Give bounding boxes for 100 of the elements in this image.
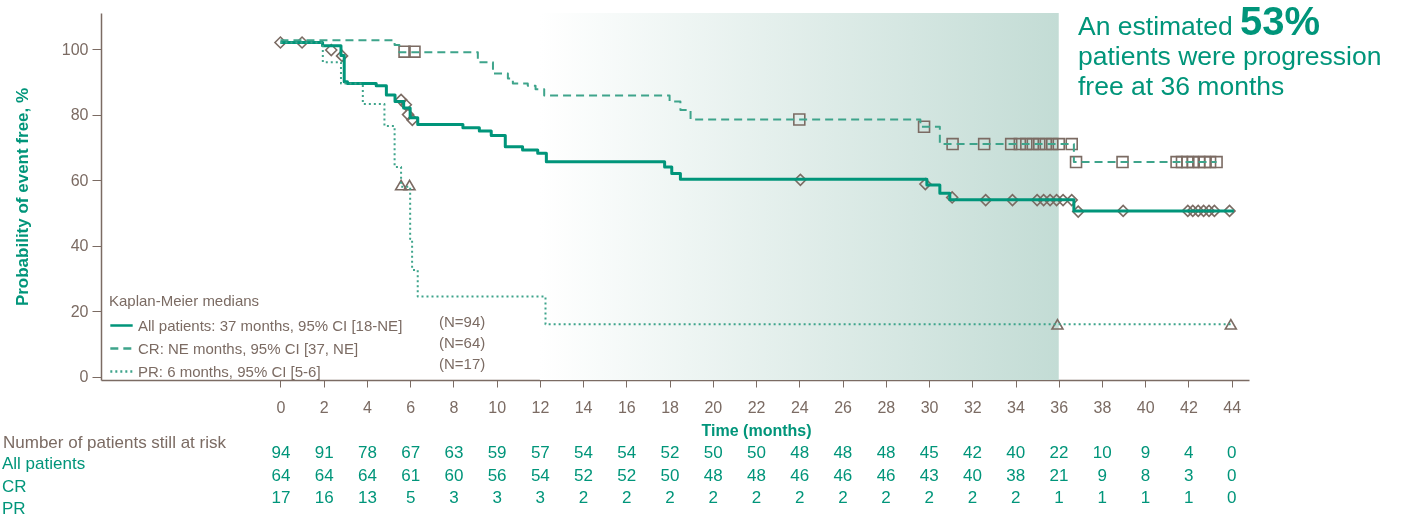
- data-label: 48: [703, 465, 723, 485]
- x-tick-label: 30: [920, 398, 939, 416]
- data-label: 48: [833, 443, 853, 462]
- data-label: 56: [487, 465, 507, 485]
- data-label: 43: [919, 465, 939, 485]
- data-label: 61: [401, 465, 421, 485]
- x-tick-label: 10: [488, 398, 507, 416]
- data-label: 9: [1097, 465, 1107, 485]
- point: [1013, 137, 1027, 151]
- data-label: 4: [1183, 443, 1194, 462]
- x-tick-label: 44: [1223, 398, 1242, 416]
- data-label: 57: [530, 443, 550, 462]
- data-label: 1: [1183, 488, 1194, 507]
- data-label: 64: [357, 465, 377, 485]
- point: [1116, 204, 1130, 218]
- annotation: (N=94): [439, 313, 486, 330]
- data-label: 46: [833, 465, 853, 485]
- x-tick-label: 16: [617, 398, 636, 416]
- point: [1186, 155, 1200, 169]
- data-label: 3: [449, 488, 459, 507]
- x-tick-label: 8: [449, 398, 459, 416]
- data-label: 59: [487, 443, 507, 462]
- data-label: 1: [1054, 488, 1064, 507]
- point: [1069, 155, 1083, 169]
- data-label: 2: [794, 488, 805, 507]
- x-tick-label: 22: [747, 398, 766, 416]
- legend-title: Kaplan-Meier medians: [109, 292, 260, 309]
- point: [1210, 155, 1223, 169]
- point: [917, 120, 931, 133]
- legend-label: All patients: 37 months, 95% CI [18-NE]: [138, 316, 403, 334]
- x-tick-label: 34: [1007, 398, 1026, 416]
- data-label: 50: [703, 443, 723, 462]
- data-label: 21: [1049, 465, 1069, 485]
- point: [1052, 137, 1066, 151]
- point: [408, 45, 421, 58]
- y-tick-label: 60: [70, 171, 89, 189]
- data-label: 46: [790, 465, 810, 485]
- data-label: 52: [617, 465, 637, 485]
- data-label: 94: [271, 443, 291, 462]
- data-label: 63: [444, 443, 464, 462]
- point: [946, 137, 959, 151]
- annotation: An estimated 53% patients were progression free at 36 months: [1078, 0, 1383, 101]
- data-label: 50: [746, 443, 766, 462]
- data-label: 2: [708, 488, 718, 507]
- data-label: 40: [1006, 443, 1026, 462]
- data-label: 2: [967, 488, 978, 507]
- x-tick-label: 28: [877, 398, 896, 416]
- text: Number of patients still at risk: [3, 433, 227, 452]
- point: [403, 179, 416, 191]
- data-label: 13: [357, 488, 377, 507]
- point: [793, 113, 806, 126]
- data-label: 48: [876, 443, 896, 462]
- y-tick-label: 0: [79, 368, 89, 386]
- data-label: 64: [314, 465, 334, 485]
- x-tick-label: 2: [319, 398, 329, 416]
- x-tick-label: 38: [1093, 398, 1112, 416]
- data-label: 0: [1227, 465, 1237, 485]
- point: [1026, 137, 1040, 151]
- data-label: 2: [622, 488, 632, 507]
- x-tick-label: 18: [661, 398, 680, 416]
- data-label: 17: [271, 488, 291, 507]
- data-label: 67: [401, 443, 421, 462]
- data-label: 10: [1092, 443, 1112, 462]
- data-label: 60: [444, 465, 464, 485]
- point: [394, 179, 408, 191]
- x-tick-label: 20: [704, 398, 723, 416]
- data-label: 46: [876, 465, 896, 485]
- point: [1033, 137, 1046, 151]
- point: [1203, 155, 1217, 169]
- x-axis-title: Time (months): [701, 421, 812, 439]
- data-label: 5: [405, 488, 416, 507]
- x-tick-label: 4: [362, 398, 372, 416]
- data-label: 48: [790, 443, 810, 462]
- y-tick-label: PR: [2, 499, 26, 516]
- point: [1224, 318, 1238, 330]
- data-label: 2: [665, 488, 675, 507]
- data-label: 91: [314, 443, 334, 462]
- x-tick-label: 0: [276, 398, 286, 416]
- annotation: (N=64): [439, 334, 486, 351]
- data-label: 54: [574, 443, 594, 462]
- data-label: 40: [963, 465, 982, 485]
- data-label: 0: [1227, 443, 1237, 462]
- data-label: 64: [271, 465, 291, 485]
- point: [1020, 137, 1033, 151]
- x-tick-label: 14: [574, 398, 593, 416]
- annotation: (N=17): [439, 355, 486, 372]
- data-label: 3: [492, 488, 502, 507]
- x-tick-label: 12: [531, 398, 550, 416]
- data-label: 8: [1140, 465, 1151, 485]
- data-label: 2: [924, 488, 935, 507]
- data-label: 52: [574, 465, 594, 485]
- x-tick-label: 42: [1180, 398, 1198, 416]
- data-label: 1: [1097, 488, 1107, 507]
- y-tick-label: 100: [61, 40, 89, 58]
- legend-label: PR: 6 months, 95% CI [5-6]: [138, 362, 321, 380]
- y-tick-label: 40: [70, 237, 89, 255]
- data-label: 54: [530, 465, 550, 485]
- x-tick-label: 36: [1050, 398, 1069, 416]
- data-label: 0: [1227, 488, 1237, 507]
- data-label: 1: [1140, 488, 1151, 507]
